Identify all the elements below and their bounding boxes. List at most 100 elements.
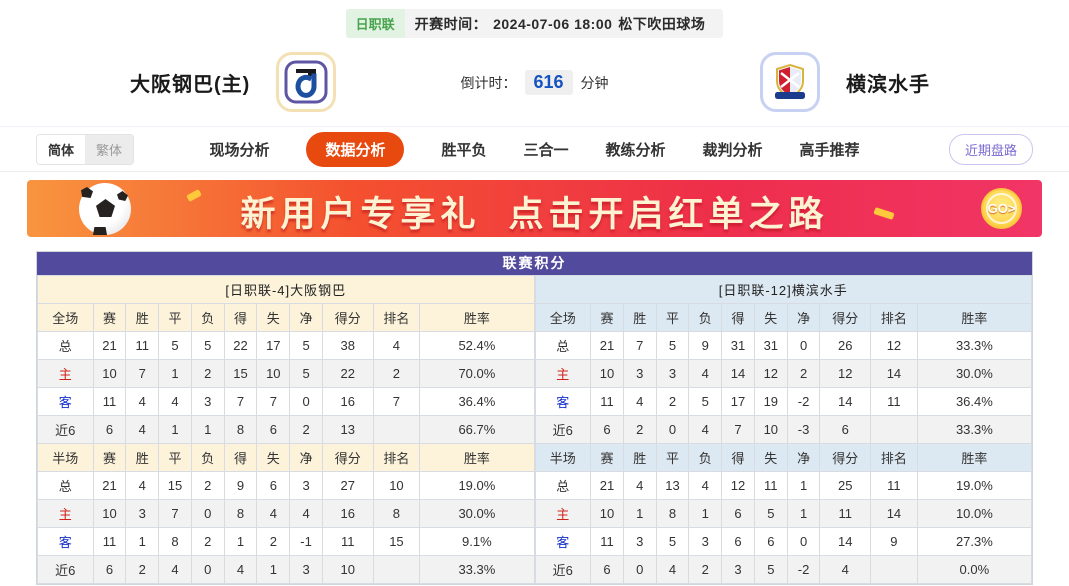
lang-simplified[interactable]: 简体 <box>37 134 86 164</box>
away-stats-table: [日职联-12]横滨水手 全场赛胜平负得失净得分 排名 胜率总 21 7 5 9 31 31 0 2… <box>534 275 1033 584</box>
stat-cell: 10.0% <box>916 499 1033 528</box>
column-header: 排名 <box>372 443 421 472</box>
stat-cell: 6 <box>256 415 291 444</box>
stat-cell: 0 <box>190 555 225 584</box>
lang-traditional[interactable]: 繁体 <box>85 134 134 164</box>
stat-cell: 10 <box>321 555 374 584</box>
go-coin-button[interactable]: GO> <box>981 188 1022 229</box>
stat-cell: 9 <box>688 331 723 360</box>
stat-cell: 6 <box>92 555 127 584</box>
tab-数据分析[interactable]: 数据分析 <box>306 131 405 167</box>
stat-cell: 4 <box>125 387 160 416</box>
stat-cell: 2 <box>190 471 225 500</box>
stat-cell: 4 <box>819 555 872 584</box>
row-label: 客 <box>534 387 592 416</box>
stat-cell: 14 <box>870 359 918 388</box>
stat-cell: 6 <box>590 555 624 584</box>
kickoff-time: 2024-07-06 18:00 <box>493 15 613 32</box>
tab-胜平负[interactable]: 胜平负 <box>441 141 487 159</box>
stat-cell: 2 <box>688 555 723 584</box>
home-team-name: 大阪钢巴(主) <box>130 73 251 96</box>
stat-cell: 3 <box>289 471 323 500</box>
stat-cell: 11 <box>819 499 872 528</box>
recent-trend-button[interactable]: 近期盘路 <box>948 133 1033 165</box>
stat-cell: 2 <box>289 415 323 444</box>
stat-cell: 27 <box>321 471 374 500</box>
stat-cell: 14 <box>819 527 872 556</box>
column-header: 失 <box>256 303 291 332</box>
stat-cell: 26 <box>819 331 872 360</box>
nav-bar: 简体 繁体 现场分析 数据分析 胜平负 三合一 教练分析 裁判分析 高手推荐 近期盘路 <box>0 126 1069 172</box>
stat-cell: 17 <box>721 387 755 416</box>
stat-cell: 11 <box>125 331 160 360</box>
column-header: 得 <box>223 443 258 472</box>
column-header: 赛 <box>590 443 624 472</box>
stat-cell: 36.4% <box>916 387 1033 416</box>
stat-cell: -2 <box>786 555 821 584</box>
stat-cell: 6 <box>819 415 872 444</box>
stat-cell: 66.7% <box>419 415 535 444</box>
stat-cell: 13 <box>655 471 690 500</box>
gamba-osaka-crest-icon <box>284 60 328 104</box>
stat-cell: 12 <box>721 471 755 500</box>
stat-cell: 3 <box>655 359 690 388</box>
stat-cell: 7 <box>622 331 657 360</box>
nav-tabs: 现场分析 数据分析 胜平负 三合一 教练分析 裁判分析 高手推荐 <box>209 131 860 167</box>
column-header: 半场 <box>534 443 592 472</box>
stat-cell: 11 <box>92 387 127 416</box>
stat-cell: 4 <box>622 387 657 416</box>
stat-cell <box>372 555 421 584</box>
venue: 松下吹田球场 <box>618 15 706 32</box>
stat-cell: 4 <box>256 499 291 528</box>
stat-cell: 1 <box>256 555 291 584</box>
stat-cell: 7 <box>223 387 258 416</box>
column-header: 净 <box>786 303 821 332</box>
row-label: 主 <box>534 499 592 528</box>
stat-cell: 4 <box>223 555 258 584</box>
stat-cell: 11 <box>870 471 918 500</box>
tab-高手推荐[interactable]: 高手推荐 <box>799 141 860 159</box>
stat-cell: 5 <box>753 555 788 584</box>
column-header: 失 <box>256 443 291 472</box>
stat-cell: 1 <box>158 415 192 444</box>
stat-cell: 2 <box>622 415 657 444</box>
stat-cell: 19 <box>753 387 788 416</box>
stat-cell: 14 <box>870 499 918 528</box>
column-header: 胜 <box>622 443 657 472</box>
stat-cell: 10 <box>590 359 624 388</box>
tab-裁判分析[interactable]: 裁判分析 <box>702 141 763 159</box>
promo-banner[interactable]: 新用户专享礼 点击开启红单之路 GO> <box>27 180 1042 237</box>
stat-cell: 2 <box>256 527 291 556</box>
stat-cell: 0 <box>655 415 690 444</box>
stat-cell: 4 <box>125 471 160 500</box>
tab-现场分析[interactable]: 现场分析 <box>209 141 270 159</box>
stat-cell: -2 <box>786 387 821 416</box>
league-badge: 日职联 <box>345 9 405 38</box>
tab-三合一[interactable]: 三合一 <box>523 141 569 159</box>
home-team-logo-icon <box>276 52 337 112</box>
column-header: 平 <box>655 303 690 332</box>
column-header: 得分 <box>321 443 374 472</box>
away-team-name: 横滨水手 <box>846 73 930 96</box>
language-toggle[interactable]: 简体 繁体 <box>36 133 135 165</box>
match-header: 大阪钢巴(主) 倒计时： 616 分钟 横滨水手 <box>0 38 1069 126</box>
tab-教练分析[interactable]: 教练分析 <box>605 141 666 159</box>
column-header: 负 <box>190 443 225 472</box>
stat-cell: 0 <box>622 555 657 584</box>
stat-cell: 6 <box>92 415 127 444</box>
stat-cell: 2 <box>125 555 160 584</box>
stat-cell: 11 <box>590 527 624 556</box>
stat-cell: 21 <box>92 471 127 500</box>
stat-cell: 11 <box>321 527 374 556</box>
banner-text-part2: 点击开启红单之路 <box>508 195 829 234</box>
stat-cell: 22 <box>223 331 258 360</box>
stat-cell: 1 <box>125 527 160 556</box>
column-header: 平 <box>158 303 192 332</box>
stat-cell: 1 <box>786 471 821 500</box>
stat-cell: 5 <box>289 331 323 360</box>
stat-cell: 15 <box>223 359 258 388</box>
stat-cell: 4 <box>372 331 421 360</box>
stat-cell: 1 <box>786 499 821 528</box>
stat-cell: 3 <box>190 387 225 416</box>
stat-cell: 52.4% <box>419 331 535 360</box>
